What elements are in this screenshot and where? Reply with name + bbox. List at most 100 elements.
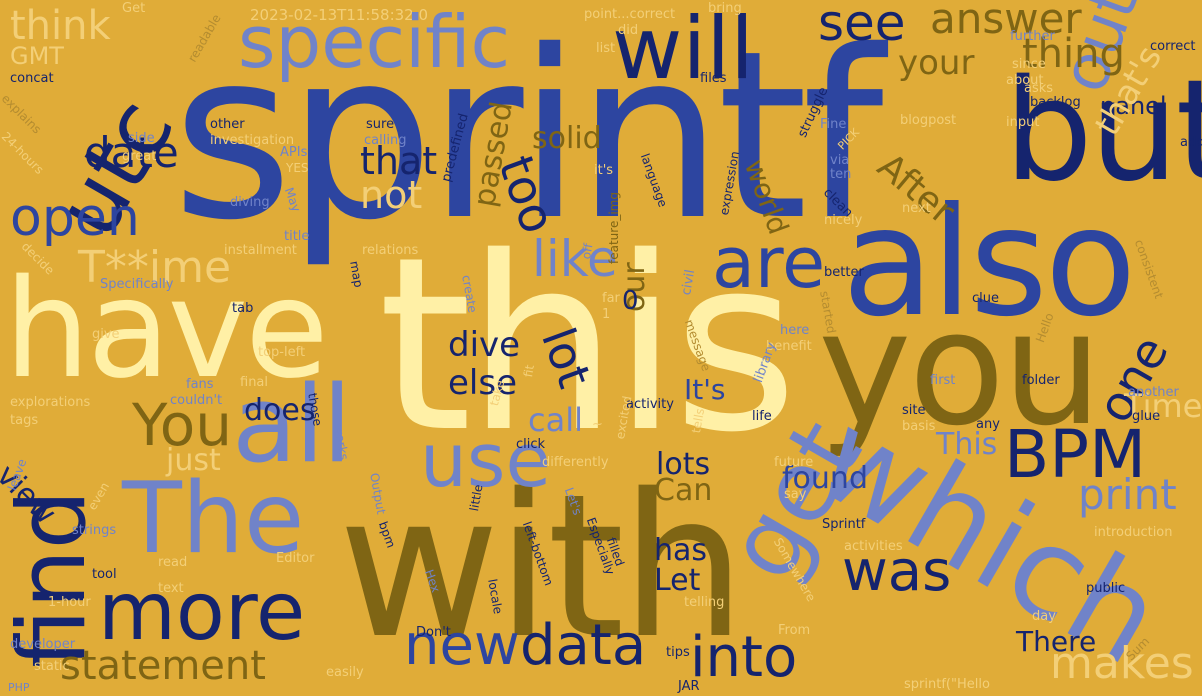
word-title: title (284, 229, 310, 244)
word-off: off (579, 242, 596, 261)
word-clue: clue (972, 291, 999, 306)
word-any: any (976, 417, 1000, 432)
word-activity: activity (626, 397, 674, 412)
word-installment: installment (224, 243, 297, 258)
word-sprintf-cap: Sprintf (822, 517, 866, 532)
word-bring: bring (708, 1, 742, 16)
word-time-masked: T**ime (78, 242, 232, 293)
word-asks: asks (1024, 81, 1054, 96)
word-does: does (244, 393, 316, 428)
word-open: open (10, 188, 140, 248)
word-date: date (84, 128, 179, 177)
word-great: great (122, 149, 157, 164)
word-found: found (782, 461, 868, 496)
word-static: static (34, 659, 70, 674)
word-tilde: ~ (592, 417, 603, 432)
word-have: have (4, 251, 329, 409)
word-tab: tab (232, 301, 254, 316)
word-just: just (166, 443, 221, 478)
word-else: else (448, 363, 517, 403)
word-another: another (1128, 385, 1179, 400)
word-benefit: benefit (766, 339, 812, 354)
word-easily: easily (326, 665, 364, 680)
word-fans: fans (186, 377, 214, 392)
word-nicely: nicely (824, 213, 863, 228)
word-answer: answer (930, 0, 1082, 43)
word-telling: telling (684, 595, 725, 610)
word-apis: APIs (280, 145, 308, 160)
word-editor: Editor (276, 551, 315, 566)
word-files: files (700, 71, 727, 86)
word-first: first (930, 373, 956, 388)
word-public: public (1086, 581, 1126, 596)
word-far: far (602, 291, 620, 306)
word-further: further (1010, 29, 1055, 44)
word-has: has (654, 533, 708, 568)
word-you: you (818, 277, 1102, 461)
word-ten: ten (830, 167, 852, 182)
word-consistent: consistent (1131, 237, 1167, 301)
word-tags: tags (10, 413, 39, 428)
word-add: add (1180, 135, 1202, 150)
word-get-small: Get (122, 1, 146, 16)
word-print: print (1078, 470, 1177, 519)
word-let: Let (654, 563, 701, 598)
word-blogpost: blogpost (900, 113, 957, 128)
word-statement: statement (60, 643, 266, 689)
word-new: new (404, 613, 520, 678)
word-thing: thing (1022, 31, 1125, 77)
word-use: use (420, 418, 551, 504)
word-correct: correct (1150, 39, 1196, 54)
word-tool: tool (92, 567, 117, 582)
word-fit: fit (521, 363, 537, 379)
word-bpm: BPM (1004, 416, 1147, 493)
word-this: this (378, 205, 798, 485)
word-php: PHP (8, 681, 30, 694)
word-about: about (1006, 73, 1044, 88)
word-that: that (360, 139, 438, 183)
word-you-cap: You (132, 391, 232, 459)
word-one-num: 1 (602, 307, 611, 322)
word-site: site (902, 403, 926, 418)
word-more: more (98, 565, 306, 658)
word-explains: explains (0, 91, 44, 137)
word-strings: strings (72, 523, 117, 538)
word-jar: JAR (678, 679, 700, 694)
word-explorations: explorations (10, 395, 91, 410)
word-but: but (1004, 50, 1202, 213)
word-folder: folder (1022, 373, 1060, 388)
word-dont: Don't (416, 625, 451, 640)
word-list: list (596, 41, 616, 56)
word-dive: dive (448, 325, 521, 365)
word-1-hour: 1-hour (48, 595, 91, 610)
word-gmt: GMT (10, 42, 64, 70)
word-yes: YES (286, 161, 309, 175)
word-fine: Fine (820, 117, 847, 132)
word-point-correct: point...correct (584, 7, 676, 22)
word-into: into (690, 625, 798, 690)
word-investigation: investigation (210, 133, 295, 148)
word-lots: lots (656, 447, 711, 482)
word-give: give (92, 327, 120, 342)
word-text: text (158, 581, 184, 596)
word-even: even (85, 479, 113, 513)
word-was: was (842, 539, 952, 604)
word-time-cap: Time (1124, 387, 1202, 425)
word-calling: calling (364, 133, 407, 148)
word-its-lower: it's (594, 163, 614, 178)
word-specifically: Specifically (100, 277, 174, 292)
word-other: other (210, 117, 245, 132)
word-diving: diving (230, 195, 270, 210)
word-read: read (158, 555, 188, 570)
word-developer: developer (10, 637, 76, 652)
word-couldnt: couldn't (170, 393, 223, 408)
word-there: There (1016, 625, 1097, 658)
word-here: here (780, 323, 810, 338)
word-its: It's (684, 373, 726, 406)
word-makes: makes (1050, 638, 1194, 689)
word-all: all (232, 363, 352, 486)
word-will: will (612, 0, 755, 99)
word-final: final (240, 375, 269, 390)
word-tips: tips (666, 645, 690, 660)
